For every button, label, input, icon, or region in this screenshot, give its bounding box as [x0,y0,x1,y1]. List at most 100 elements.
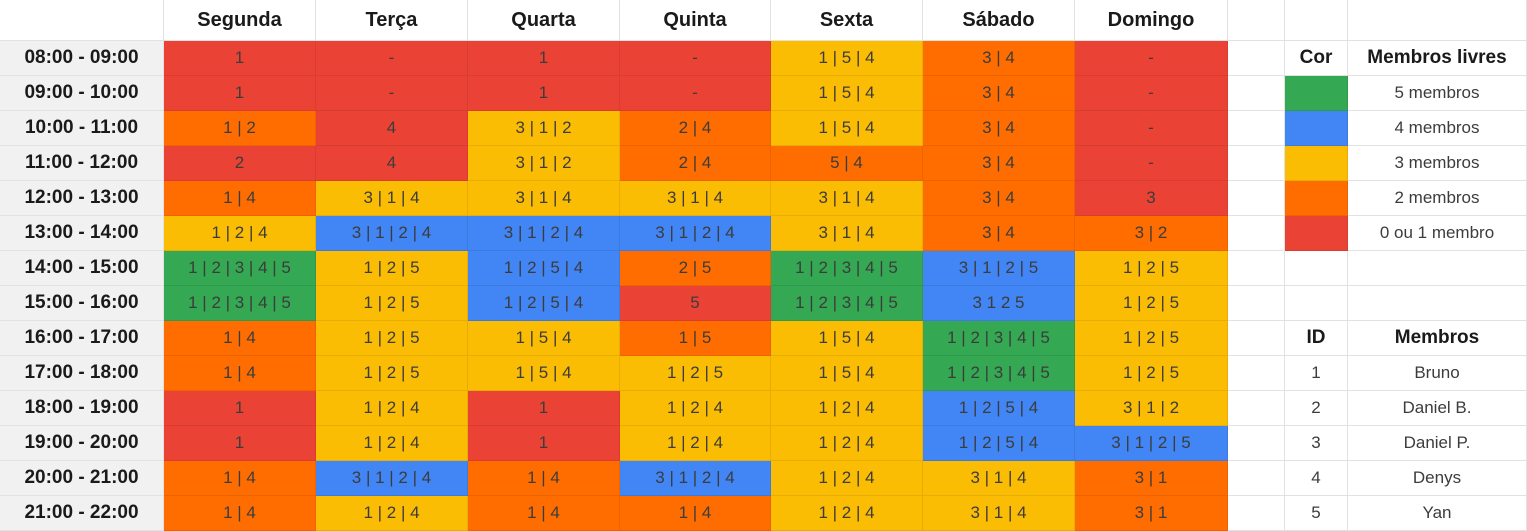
schedule-cell[interactable]: 5 | 4 [771,146,923,181]
schedule-cell[interactable]: 1 | 2 | 4 [771,391,923,426]
time-slot-label[interactable]: 13:00 - 14:00 [0,216,164,251]
schedule-cell[interactable]: 3 | 1 | 2 | 4 [468,216,620,251]
schedule-cell[interactable]: 1 | 4 [468,496,620,531]
empty-cell[interactable] [1228,76,1285,111]
schedule-cell[interactable]: 3 | 1 | 2 [468,146,620,181]
schedule-cell[interactable]: 2 | 5 [620,251,771,286]
time-slot-label[interactable]: 20:00 - 21:00 [0,461,164,496]
schedule-cell[interactable]: 1 [164,391,316,426]
time-slot-label[interactable]: 14:00 - 15:00 [0,251,164,286]
schedule-cell[interactable]: 1 | 2 | 5 [316,356,468,391]
schedule-cell[interactable]: 1 | 2 | 4 [771,496,923,531]
schedule-cell[interactable]: 3 | 1 | 4 [771,181,923,216]
schedule-cell[interactable]: 1 | 5 [620,321,771,356]
schedule-cell[interactable]: 3 | 2 [1075,216,1228,251]
schedule-cell[interactable]: 1 | 2 | 5 [620,356,771,391]
schedule-cell[interactable]: - [1075,76,1228,111]
schedule-cell[interactable]: - [316,76,468,111]
schedule-cell[interactable]: 1 [164,76,316,111]
empty-cell[interactable] [1285,0,1348,41]
schedule-cell[interactable]: 3 | 4 [923,76,1075,111]
schedule-cell[interactable]: 1 | 2 | 5 [1075,321,1228,356]
time-slot-label[interactable]: 12:00 - 13:00 [0,181,164,216]
schedule-cell[interactable]: 3 | 1 | 4 [923,461,1075,496]
day-header-3[interactable]: Quinta [620,0,771,41]
schedule-cell[interactable]: 3 | 1 | 4 [316,181,468,216]
schedule-cell[interactable]: 1 | 2 | 5 [1075,251,1228,286]
schedule-cell[interactable]: 1 | 2 | 3 | 4 | 5 [923,356,1075,391]
schedule-cell[interactable]: - [1075,41,1228,76]
schedule-cell[interactable]: 1 | 5 | 4 [468,356,620,391]
empty-cell[interactable] [1285,251,1348,286]
schedule-cell[interactable]: 1 | 4 [468,461,620,496]
empty-cell[interactable] [1228,251,1285,286]
day-header-4[interactable]: Sexta [771,0,923,41]
schedule-cell[interactable]: 3 | 1 [1075,461,1228,496]
schedule-cell[interactable]: 3 | 1 [1075,496,1228,531]
schedule-cell[interactable]: 3 | 1 | 4 [620,181,771,216]
schedule-cell[interactable]: 1 | 2 | 5 [316,286,468,321]
schedule-cell[interactable]: 1 | 4 [164,321,316,356]
time-slot-label[interactable]: 18:00 - 19:00 [0,391,164,426]
day-header-2[interactable]: Quarta [468,0,620,41]
time-slot-label[interactable]: 10:00 - 11:00 [0,111,164,146]
schedule-cell[interactable]: 3 1 2 5 [923,286,1075,321]
schedule-cell[interactable]: 5 [620,286,771,321]
empty-cell[interactable] [1228,356,1285,391]
corner-cell[interactable] [0,0,164,41]
schedule-cell[interactable]: 1 | 2 | 4 [316,391,468,426]
schedule-cell[interactable]: 1 | 2 | 4 [316,496,468,531]
schedule-cell[interactable]: - [620,76,771,111]
time-slot-label[interactable]: 17:00 - 18:00 [0,356,164,391]
schedule-cell[interactable]: 1 | 4 [164,181,316,216]
time-slot-label[interactable]: 11:00 - 12:00 [0,146,164,181]
schedule-cell[interactable]: 1 | 2 | 5 [316,321,468,356]
empty-cell[interactable] [1228,286,1285,321]
schedule-cell[interactable]: 1 | 2 | 5 | 4 [923,426,1075,461]
schedule-cell[interactable]: 3 | 1 | 2 | 4 [620,461,771,496]
schedule-cell[interactable]: - [620,41,771,76]
schedule-cell[interactable]: 1 | 5 | 4 [771,321,923,356]
schedule-cell[interactable]: 3 | 4 [923,146,1075,181]
time-slot-label[interactable]: 08:00 - 09:00 [0,41,164,76]
schedule-cell[interactable]: 1 [468,426,620,461]
schedule-cell[interactable]: 1 | 2 | 5 [1075,286,1228,321]
empty-cell[interactable] [1228,111,1285,146]
schedule-cell[interactable]: 1 | 2 | 3 | 4 | 5 [771,286,923,321]
schedule-cell[interactable]: 3 | 1 | 4 [468,181,620,216]
schedule-cell[interactable]: 1 | 2 | 5 | 4 [468,286,620,321]
empty-cell[interactable] [1228,426,1285,461]
schedule-cell[interactable]: 1 [468,41,620,76]
schedule-cell[interactable]: 1 | 4 [164,356,316,391]
schedule-cell[interactable]: 1 | 2 | 3 | 4 | 5 [164,286,316,321]
empty-cell[interactable] [1228,0,1285,41]
schedule-cell[interactable]: 3 | 4 [923,111,1075,146]
time-slot-label[interactable]: 15:00 - 16:00 [0,286,164,321]
time-slot-label[interactable]: 16:00 - 17:00 [0,321,164,356]
schedule-cell[interactable]: 1 [468,391,620,426]
schedule-cell[interactable]: 3 | 1 | 2 [1075,391,1228,426]
schedule-cell[interactable]: 1 | 5 | 4 [468,321,620,356]
schedule-cell[interactable]: 1 | 2 | 4 [620,391,771,426]
schedule-cell[interactable]: 3 | 4 [923,216,1075,251]
schedule-cell[interactable]: 1 | 2 | 4 [316,426,468,461]
schedule-cell[interactable]: 1 | 2 | 5 | 4 [468,251,620,286]
schedule-cell[interactable]: 3 | 1 | 2 | 4 [316,461,468,496]
schedule-cell[interactable]: 1 | 2 [164,111,316,146]
schedule-cell[interactable]: 1 | 2 | 3 | 4 | 5 [923,321,1075,356]
time-slot-label[interactable]: 21:00 - 22:00 [0,496,164,531]
schedule-cell[interactable]: 1 | 2 | 4 [620,426,771,461]
empty-cell[interactable] [1228,181,1285,216]
empty-cell[interactable] [1228,216,1285,251]
schedule-cell[interactable]: 1 | 2 | 3 | 4 | 5 [771,251,923,286]
day-header-0[interactable]: Segunda [164,0,316,41]
schedule-cell[interactable]: 1 | 2 | 5 | 4 [923,391,1075,426]
schedule-cell[interactable]: 1 | 2 | 4 [164,216,316,251]
schedule-cell[interactable]: - [1075,111,1228,146]
schedule-cell[interactable]: 1 | 4 [620,496,771,531]
schedule-cell[interactable]: 1 | 5 | 4 [771,111,923,146]
empty-cell[interactable] [1348,0,1527,41]
empty-cell[interactable] [1348,286,1527,321]
day-header-6[interactable]: Domingo [1075,0,1228,41]
schedule-cell[interactable]: 1 | 2 | 4 [771,426,923,461]
